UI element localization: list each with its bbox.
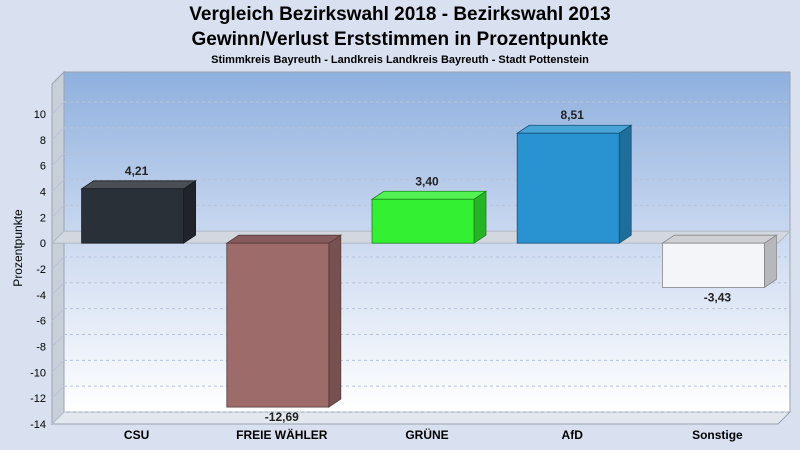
gridline-side: [51, 204, 65, 218]
bar: [515, 124, 633, 244]
y-tick-label: -14: [30, 419, 46, 431]
data-label: -3,43: [704, 290, 732, 304]
gridline-side: [51, 127, 65, 141]
bar: [370, 190, 488, 244]
bar-side: [764, 234, 777, 289]
bar-top: [370, 190, 488, 200]
bar-top: [225, 234, 343, 244]
gridline-side: [51, 411, 65, 425]
y-tick-label: -8: [36, 342, 46, 354]
y-tick-label: 6: [40, 161, 46, 173]
data-label: -12,69: [265, 410, 299, 424]
bar-top: [661, 234, 778, 244]
gridline-side: [51, 308, 65, 322]
chart-title-line2: Gewinn/Verlust Erststimmen in Prozentpun…: [191, 29, 609, 50]
y-tick-label: -10: [30, 367, 46, 379]
gridline-side: [51, 153, 65, 167]
x-tick-label: Sonstige: [692, 428, 743, 442]
bar-front: [516, 132, 620, 244]
chart-floor: [50, 411, 792, 425]
gridline-side: [51, 282, 65, 296]
y-tick-label: -4: [36, 290, 46, 302]
bar-side: [328, 234, 342, 408]
gridline-side: [51, 385, 65, 399]
x-tick-label: FREIE WÄHLER: [236, 427, 328, 442]
bar-front: [371, 198, 475, 244]
bar-top: [80, 180, 197, 190]
gridline-side: [51, 334, 65, 347]
chart-subtitle: Stimmkreis Bayreuth - Landkreis Landkrei…: [211, 54, 589, 66]
y-tick-label: 8: [40, 135, 46, 147]
chart-title: Vergleich Bezirkswahl 2018 - Bezirkswahl…: [189, 4, 611, 25]
data-label: 8,51: [561, 108, 585, 122]
x-tick-label: GRÜNE: [405, 427, 448, 442]
bar: [225, 234, 343, 408]
gridline-side: [51, 256, 65, 270]
bar-side: [183, 180, 197, 244]
y-tick-label: 2: [40, 212, 46, 224]
gridline-side: [51, 101, 65, 115]
gridline-side: [51, 359, 65, 373]
y-tick-label: 10: [34, 109, 46, 121]
bar: [661, 234, 778, 289]
bar-front: [662, 242, 765, 288]
bar-side: [473, 190, 487, 244]
bar-front: [81, 188, 184, 244]
data-label: 4,21: [125, 164, 149, 178]
data-label: 3,40: [415, 174, 439, 188]
x-tick-label: CSU: [124, 428, 149, 442]
y-tick-label: 0: [40, 238, 46, 250]
bar-front: [226, 242, 330, 408]
y-tick-label: -6: [36, 316, 46, 328]
bar-side: [618, 124, 632, 244]
y-axis-label: Prozentpunkte: [11, 209, 25, 287]
gridline-side: [51, 179, 65, 192]
y-tick-label: -2: [36, 264, 46, 276]
y-tick-label: 4: [40, 187, 46, 199]
y-tick-label: -12: [30, 393, 46, 405]
bar-top: [515, 124, 633, 134]
x-tick-label: AfD: [562, 428, 584, 442]
bar: [80, 180, 197, 244]
